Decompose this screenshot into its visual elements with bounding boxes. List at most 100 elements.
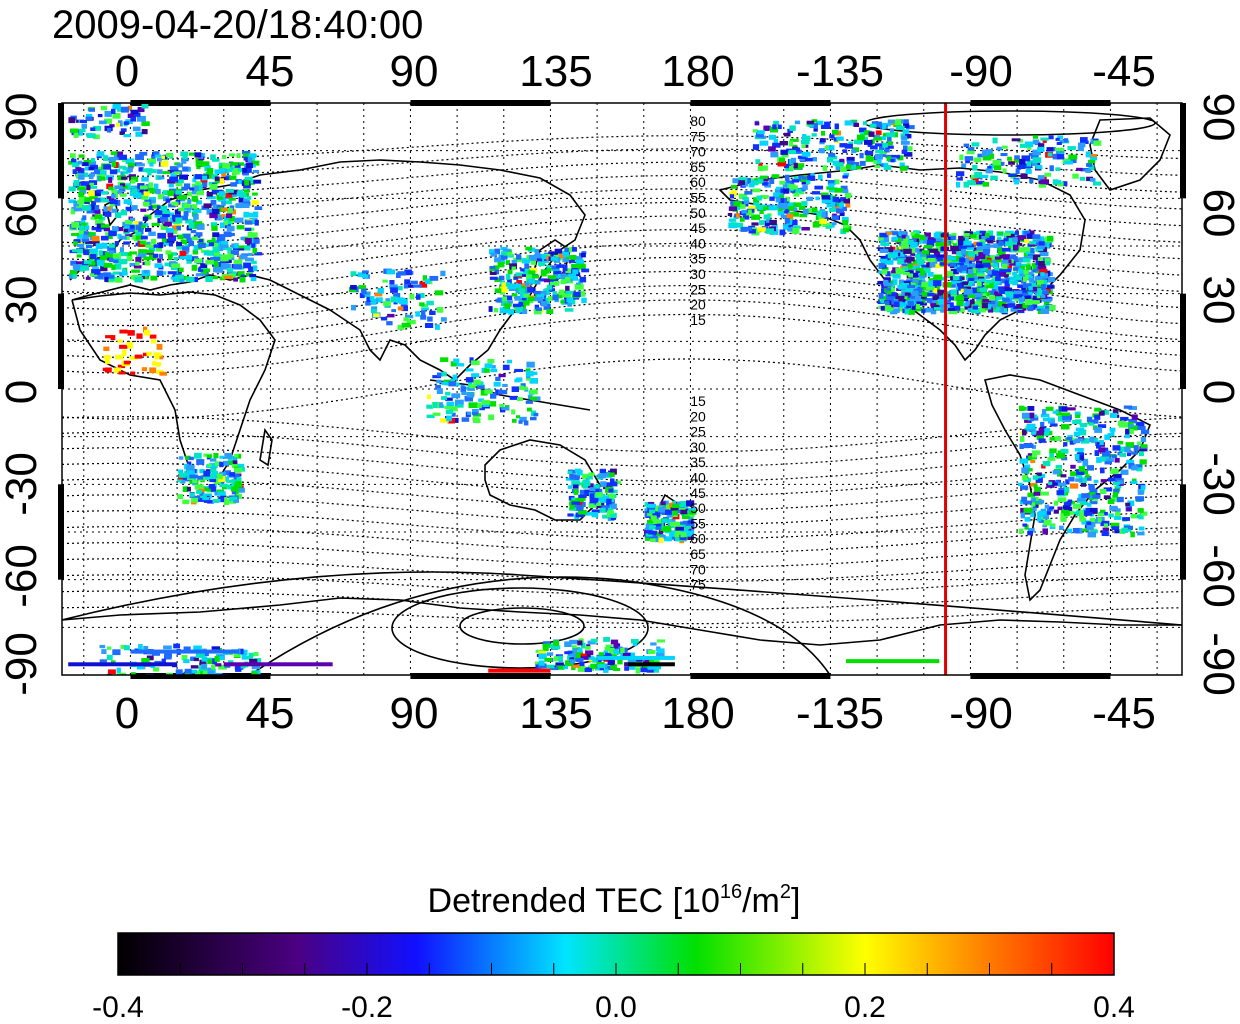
tec-cell [192, 495, 201, 500]
tec-cell [1015, 168, 1020, 174]
tec-cell [1020, 265, 1025, 271]
tec-cell [985, 282, 994, 289]
tec-cell [213, 268, 220, 273]
tec-cell [728, 218, 734, 222]
tec-cell [988, 290, 997, 295]
tec-cell [804, 157, 813, 162]
tec-cell [1047, 457, 1056, 461]
tec-cell [535, 280, 541, 285]
tec-cell [141, 367, 147, 372]
tec-cell [198, 243, 206, 249]
tec-cell [117, 364, 126, 369]
tec-cell [530, 260, 536, 265]
tec-cell [93, 125, 101, 131]
tec-cell [1058, 487, 1065, 493]
tec-cell [213, 453, 219, 459]
tec-cell [229, 499, 237, 504]
tec-cell [576, 256, 583, 260]
tec-cell [186, 464, 195, 471]
tec-cell [1035, 276, 1043, 282]
tec-cell [748, 182, 755, 188]
tec-cell [772, 124, 777, 130]
tec-cell [875, 143, 883, 147]
tec-cell [1014, 243, 1023, 247]
tec-cell [901, 135, 908, 141]
tec-cell [127, 162, 136, 167]
tec-cell [441, 371, 447, 377]
tec-cell [1007, 156, 1012, 161]
tec-cell [571, 501, 580, 505]
tec-cell [948, 309, 958, 315]
tec-cell [1038, 241, 1045, 246]
tec-cell [1027, 415, 1034, 422]
tec-cell [234, 243, 239, 249]
tec-cell [141, 104, 149, 109]
tec-cell [651, 515, 657, 522]
tec-cell [1036, 294, 1042, 299]
tec-cell [1066, 407, 1076, 411]
tec-cell [773, 120, 780, 125]
tec-cell [542, 643, 551, 648]
tec-cell [136, 333, 143, 339]
tec-cell [596, 662, 605, 666]
tec-cell [993, 243, 1002, 248]
tec-cell [844, 143, 853, 149]
tec-cell [156, 270, 164, 276]
tec-cell [111, 264, 116, 271]
tec-cell [1067, 146, 1076, 151]
tec-cell [608, 487, 614, 493]
tec-cell [1029, 412, 1035, 419]
tec-cell [1135, 421, 1145, 428]
tec-cell [603, 637, 610, 642]
tec-cell [190, 665, 199, 669]
tec-cell [1086, 162, 1093, 167]
tec-cell [254, 658, 262, 664]
tec-cell [523, 300, 530, 306]
tec-cell [229, 216, 235, 222]
tec-cell [1076, 469, 1085, 475]
tec-cell [1028, 291, 1033, 296]
left-lat-tick: 90 [0, 93, 46, 142]
tec-cell [70, 208, 76, 215]
tec-cell [191, 204, 198, 209]
tec-cell [187, 461, 192, 466]
tec-cell [131, 672, 136, 675]
tec-cell [736, 222, 744, 228]
tec-cell [1077, 146, 1084, 151]
tec-cell [1019, 143, 1028, 148]
tec-cell [487, 359, 495, 364]
tec-cell [238, 196, 244, 203]
tec-cell [921, 281, 929, 288]
tec-cell [503, 295, 513, 300]
tec-cell [971, 142, 980, 147]
tec-cell [207, 239, 216, 243]
tec-cell [361, 288, 367, 295]
tec-cell [127, 330, 135, 336]
tec-cell [569, 505, 575, 510]
tec-cell [1138, 450, 1144, 457]
tec-cell [513, 257, 523, 263]
tec-cell [193, 214, 199, 220]
tec-cell [933, 307, 942, 311]
tec-cell [828, 183, 835, 188]
tec-cell [130, 217, 136, 221]
tec-cell [926, 298, 933, 303]
tec-cell [111, 208, 118, 213]
tec-cell [1036, 435, 1044, 440]
tec-cell [1055, 465, 1062, 469]
tec-cell [228, 153, 235, 157]
tec-cell [560, 273, 566, 279]
tec-cell [216, 215, 223, 221]
tec-cell [1069, 440, 1075, 445]
tec-cell [879, 150, 888, 155]
tec-cell [489, 267, 499, 271]
tec-cell [89, 272, 98, 277]
tec-cell [233, 474, 240, 480]
tec-cell [919, 248, 924, 253]
tec-cell [585, 656, 595, 660]
tec-cell [457, 404, 464, 408]
tec-cell [154, 354, 160, 360]
tec-cell [886, 290, 892, 295]
tec-cell [171, 201, 179, 206]
tec-cell [481, 400, 491, 405]
